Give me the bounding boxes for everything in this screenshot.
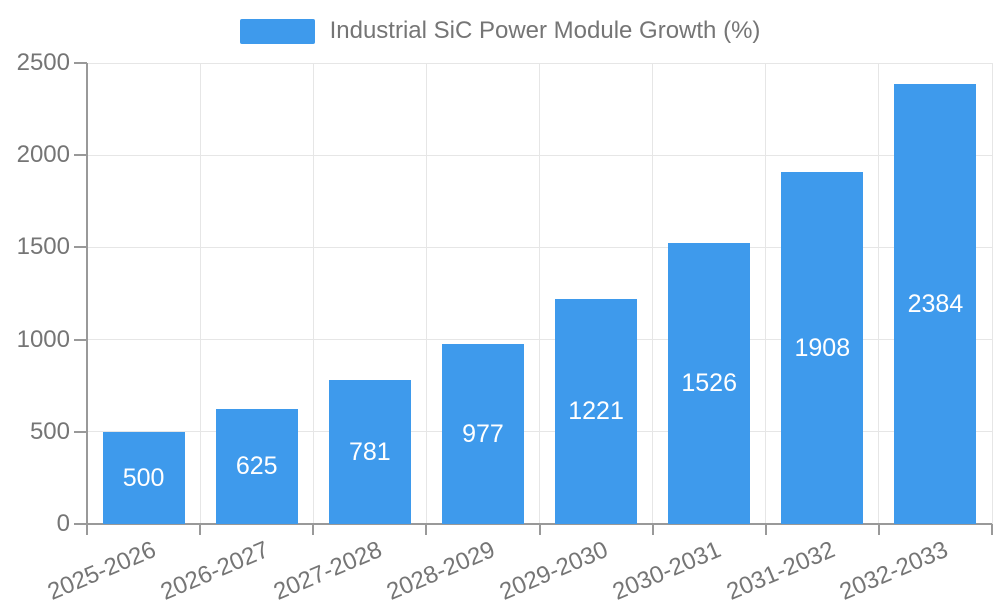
bar-value-label: 781 [348, 437, 391, 466]
bar-value-label: 977 [462, 419, 504, 448]
x-gridline [199, 63, 201, 524]
x-axis-category-label: 2025-2026 [43, 536, 160, 606]
bar [894, 84, 977, 524]
bar [441, 343, 524, 524]
y-axis-tick [74, 62, 87, 64]
bar-value-label: 500 [122, 463, 165, 492]
y-axis-tick-label: 2500 [16, 49, 70, 76]
y-axis-tick-label: 1000 [16, 325, 70, 353]
x-axis-category-label: 2030-2031 [609, 536, 726, 606]
x-axis-line [87, 523, 992, 525]
x-gridline [765, 63, 767, 524]
y-axis-line [86, 63, 88, 535]
bar [555, 298, 638, 524]
y-axis-tick-label: 0 [56, 510, 70, 537]
x-axis-category-label: 2032-2033 [835, 536, 952, 606]
y-axis-tick [74, 246, 87, 249]
bar-value-label: 1908 [794, 334, 851, 363]
bar-value-label: 1526 [681, 369, 737, 398]
x-gridline [652, 63, 654, 524]
x-axis-tick [651, 524, 654, 535]
bar-value-label: 1221 [568, 397, 624, 426]
x-axis-tick [312, 524, 315, 535]
x-axis-category-label: 2027-2028 [269, 536, 386, 606]
x-axis-category-label: 2026-2027 [156, 536, 273, 606]
bar-value-label: 2384 [907, 290, 964, 319]
bar [328, 379, 411, 524]
legend-swatch-icon [239, 18, 315, 44]
y-axis-tick-label: 1500 [16, 233, 70, 261]
x-gridline [312, 63, 314, 524]
x-gridline [878, 63, 880, 524]
x-gridline [425, 63, 427, 524]
y-axis-tick [74, 154, 87, 157]
x-gridline [991, 63, 993, 524]
bar-value-label: 625 [235, 452, 278, 481]
bar [215, 408, 298, 524]
legend-label: Industrial SiC Power Module Growth (%) [329, 17, 761, 44]
x-axis-tick [991, 524, 993, 535]
x-axis-tick [877, 524, 880, 535]
x-axis-tick [199, 524, 202, 535]
bar [102, 431, 185, 524]
x-gridline [539, 63, 540, 524]
x-axis-tick [764, 524, 767, 535]
legend[interactable]: Industrial SiC Power Module Growth (%) [0, 17, 1000, 45]
y-axis-tick [74, 430, 87, 433]
y-axis-tick [74, 523, 87, 525]
x-axis-tick [538, 524, 541, 535]
bar [781, 172, 864, 524]
bar [668, 242, 751, 524]
y-axis-tick [74, 338, 87, 341]
x-axis-category-label: 2028-2029 [382, 536, 500, 606]
x-axis-tick [425, 524, 428, 535]
x-axis-category-label: 2031-2032 [722, 536, 839, 606]
x-axis-category-label: 2029-2030 [496, 536, 613, 606]
y-axis-tick-label: 2000 [16, 141, 70, 169]
y-axis-tick-label: 500 [29, 417, 70, 445]
